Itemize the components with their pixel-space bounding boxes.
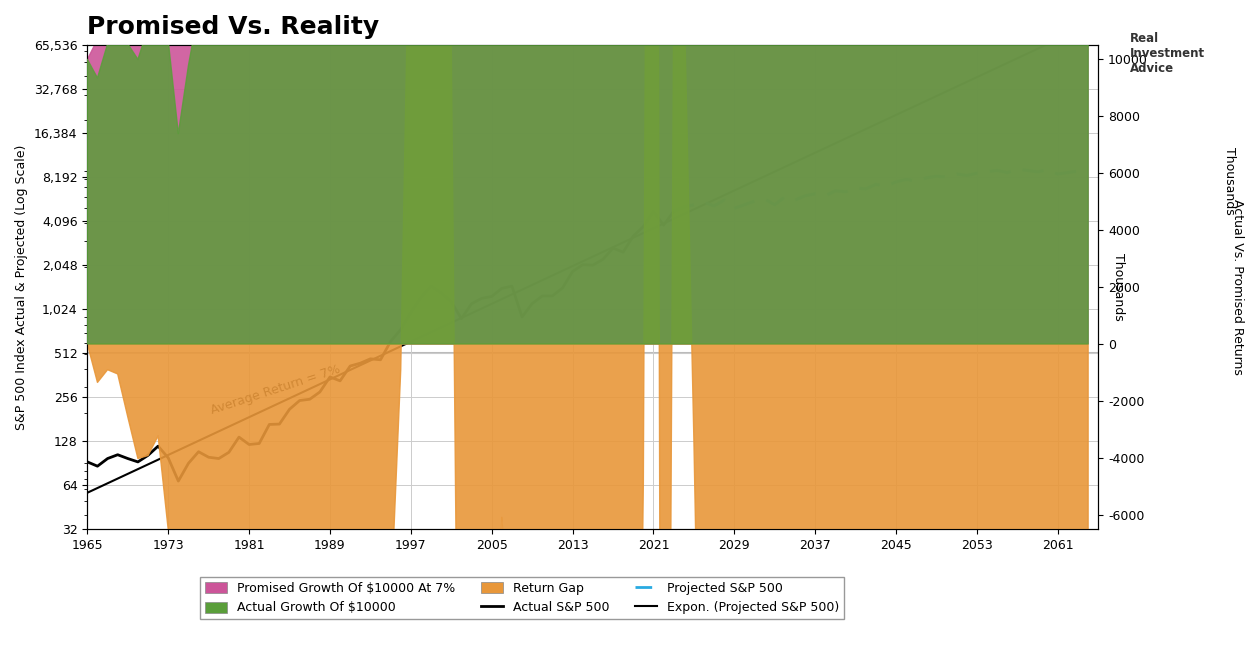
Y-axis label: Thousands: Thousands bbox=[1112, 253, 1126, 321]
Text: Real
Investment
Advice: Real Investment Advice bbox=[1129, 32, 1204, 75]
Text: Average Return = 7%: Average Return = 7% bbox=[208, 363, 342, 417]
Y-axis label: Actual Vs. Promised Returns: Actual Vs. Promised Returns bbox=[1232, 199, 1244, 375]
Text: Promised Vs. Reality: Promised Vs. Reality bbox=[87, 15, 379, 39]
Legend: Promised Growth Of $10000 At 7%, Actual Growth Of $10000, Return Gap, Actual S&P: Promised Growth Of $10000 At 7%, Actual … bbox=[200, 577, 845, 619]
Text: Thousands: Thousands bbox=[1223, 146, 1236, 215]
Y-axis label: S&P 500 Index Actual & Projected (Log Scale): S&P 500 Index Actual & Projected (Log Sc… bbox=[15, 144, 29, 430]
